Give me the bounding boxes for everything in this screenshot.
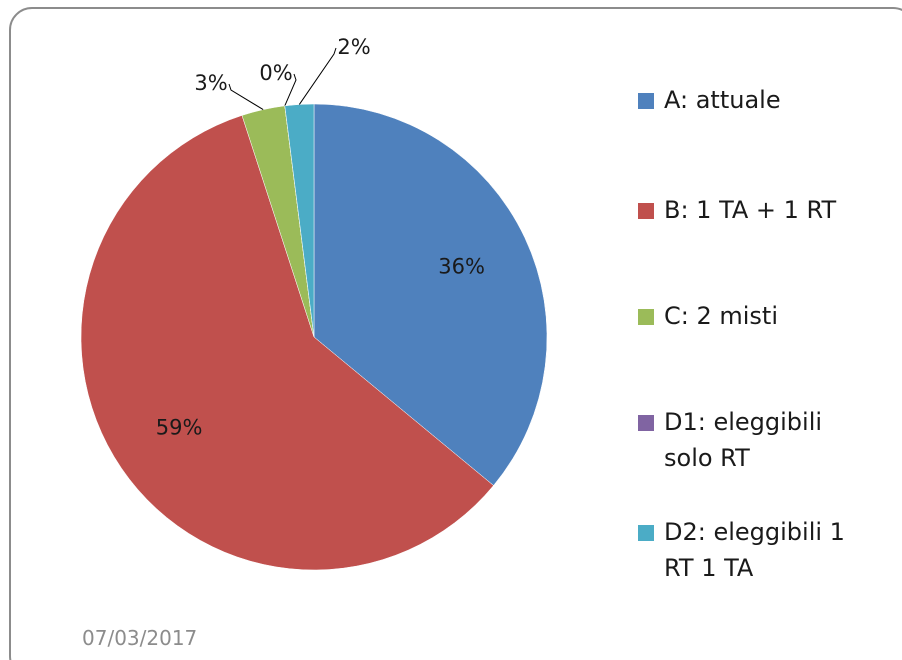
- pie-slice: [313, 103, 548, 486]
- data-label: 0%: [259, 61, 292, 85]
- leader-line: [284, 73, 297, 107]
- data-label: 3%: [194, 71, 227, 95]
- legend-swatch: [638, 309, 654, 325]
- legend-item: A: attuale: [638, 82, 878, 118]
- legend-swatch: [638, 203, 654, 219]
- legend-label: D1: eleggibili solo RT: [664, 408, 823, 472]
- data-label: 36%: [438, 255, 485, 279]
- pie-slice: [80, 115, 494, 571]
- legend-swatch: [638, 93, 654, 109]
- data-label: 2%: [337, 35, 370, 59]
- date: 07/03/2017: [82, 626, 198, 650]
- legend-item: D2: eleggibili 1 RT 1 TA: [638, 514, 878, 586]
- leader-line: [298, 47, 337, 105]
- legend-swatch: [638, 415, 654, 431]
- legend-item: B: 1 TA + 1 RT: [638, 192, 878, 228]
- legend-item: C: 2 misti: [638, 298, 878, 334]
- legend-label: A: attuale: [664, 86, 781, 114]
- legend-label: D2: eleggibili 1 RT 1 TA: [664, 518, 845, 582]
- leader-line: [228, 83, 264, 111]
- legend-item: D1: eleggibili solo RT: [638, 404, 878, 476]
- legend-label: B: 1 TA + 1 RT: [664, 196, 837, 224]
- data-label: 59%: [156, 416, 203, 440]
- legend-label: C: 2 misti: [664, 302, 778, 330]
- legend-swatch: [638, 525, 654, 541]
